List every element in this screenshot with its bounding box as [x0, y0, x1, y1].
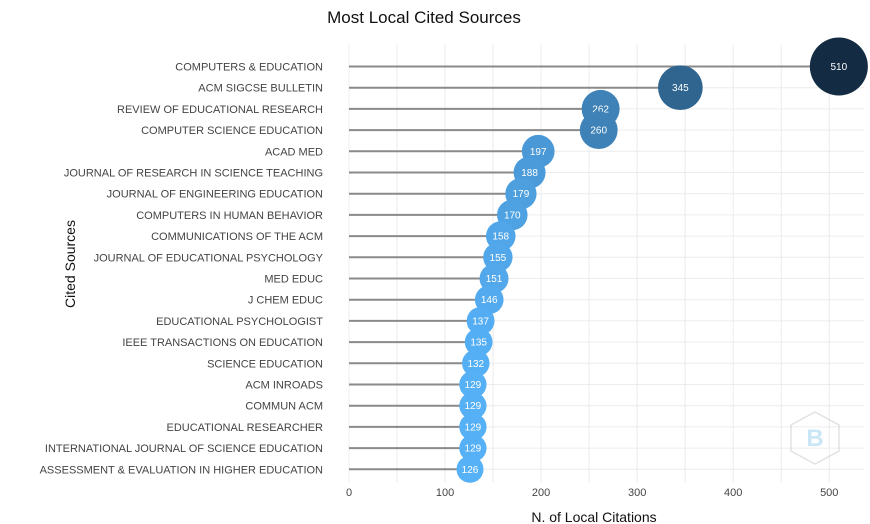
- category-label: REVIEW OF EDUCATIONAL RESEARCH: [117, 104, 323, 116]
- x-tick-label: 100: [436, 487, 454, 499]
- lollipop-dot: [459, 413, 487, 441]
- tick-labels: 0 100 200 300 400 500: [346, 487, 838, 499]
- category-label: J CHEM EDUC: [248, 295, 323, 307]
- lollipop-dot: [459, 392, 487, 420]
- category-label: JOURNAL OF EDUCATIONAL PSYCHOLOGY: [94, 252, 324, 264]
- value-label: 345: [672, 83, 689, 94]
- y-axis-title: Cited Sources: [62, 220, 78, 308]
- value-label: 129: [465, 444, 482, 455]
- category-label: ASSESSMENT & EVALUATION IN HIGHER EDUCAT…: [40, 464, 323, 476]
- lollipop-dot: [464, 328, 493, 356]
- category-label: INTERNATIONAL JOURNAL OF SCIENCE EDUCATI…: [45, 443, 323, 455]
- value-label: 179: [513, 189, 530, 200]
- category-label: JOURNAL OF RESEARCH IN SCIENCE TEACHING: [64, 168, 323, 180]
- category-label: COMPUTERS & EDUCATION: [175, 62, 323, 74]
- x-tick-label: 300: [628, 487, 646, 499]
- value-label: 158: [492, 232, 509, 243]
- watermark-logo: B: [790, 411, 840, 465]
- category-label: ACAD MED: [265, 146, 323, 158]
- value-label: 135: [470, 338, 487, 349]
- lollipop-dot: [809, 37, 868, 96]
- category-label: COMPUTER SCIENCE EDUCATION: [141, 125, 323, 137]
- lollipop-dot: [466, 306, 495, 335]
- value-label: 170: [504, 210, 521, 221]
- watermark-text: B: [806, 425, 823, 452]
- chart-title: Most Local Cited Sources: [327, 8, 521, 27]
- value-label: 126: [462, 465, 479, 476]
- value-label: 188: [521, 168, 538, 179]
- value-label: 155: [490, 253, 507, 264]
- category-labels: COMPUTERS & EDUCATION ACM SIGCSE BULLETIN…: [40, 62, 324, 477]
- value-label: 146: [481, 295, 498, 306]
- value-label: 129: [465, 380, 482, 391]
- category-label: COMPUTERS IN HUMAN BEHAVIOR: [136, 210, 323, 222]
- category-label: MED EDUC: [264, 274, 323, 286]
- value-label: 132: [467, 359, 484, 370]
- value-label: 137: [472, 316, 489, 327]
- category-label: ACM INROADS: [245, 380, 323, 392]
- category-label: ACM SIGCSE BULLETIN: [198, 83, 323, 95]
- lollipop-dot: [474, 285, 504, 315]
- x-tick-label: 200: [532, 487, 550, 499]
- value-label: 262: [592, 104, 609, 115]
- category-label: IEEE TRANSACTIONS ON EDUCATION: [122, 337, 323, 349]
- stem-layer: [349, 65, 839, 471]
- dot-layer: 510 345 262 260 197 188 179 170 158 155 151 146 137 1…: [456, 37, 868, 483]
- category-label: COMMUNICATIONS OF THE ACM: [151, 231, 323, 243]
- value-label: 510: [831, 62, 848, 73]
- value-label: 151: [486, 274, 503, 285]
- category-label: EDUCATIONAL PSYCHOLOGIST: [156, 316, 323, 328]
- lollipop-dot: [459, 370, 487, 399]
- x-tick-label: 0: [346, 487, 352, 499]
- lollipop-dot: [459, 434, 487, 462]
- category-label: EDUCATIONAL RESEARCHER: [167, 422, 324, 434]
- value-label: 260: [590, 126, 607, 137]
- x-tick-label: 500: [820, 487, 838, 499]
- value-label: 129: [465, 401, 482, 412]
- category-label: SCIENCE EDUCATION: [207, 358, 323, 370]
- lollipop-dot: [456, 455, 484, 483]
- category-label: JOURNAL OF ENGINEERING EDUCATION: [107, 189, 323, 201]
- x-axis-title: N. of Local Citations: [531, 509, 656, 524]
- value-label: 129: [465, 422, 482, 433]
- lollipop-dot: [658, 65, 703, 111]
- category-label: COMMUN ACM: [245, 401, 323, 413]
- x-tick-label: 400: [724, 487, 742, 499]
- lollipop-dot: [462, 349, 490, 378]
- value-label: 197: [530, 147, 547, 158]
- lollipop-dot: [579, 111, 618, 150]
